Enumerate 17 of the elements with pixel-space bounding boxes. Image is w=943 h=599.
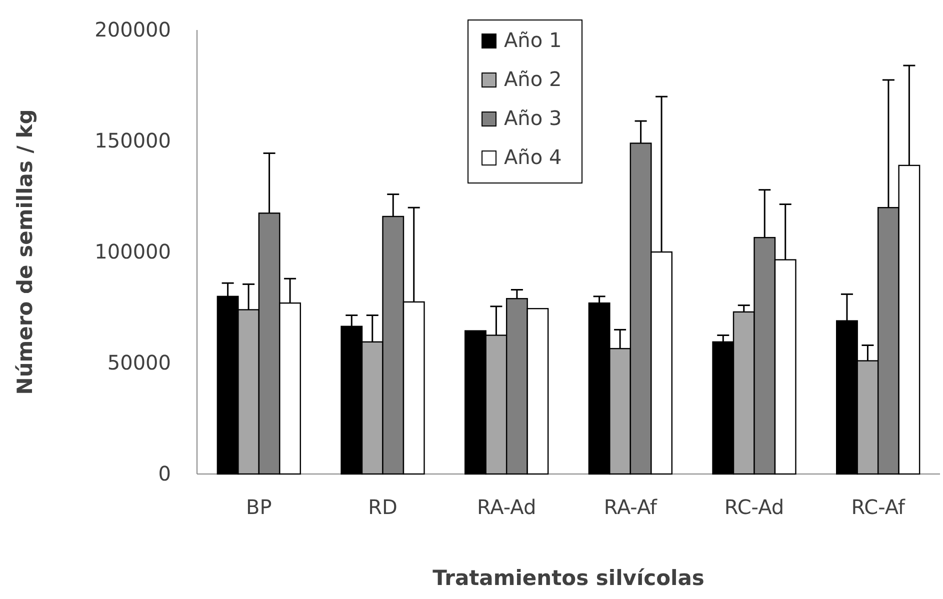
legend-label: Año 3 (504, 106, 562, 130)
y-tick-label: 50000 (107, 350, 171, 374)
x-tick-label: RC-Ad (724, 495, 784, 520)
x-tick-label: RA-Af (604, 495, 658, 520)
legend-label: Año 4 (504, 145, 562, 169)
y-tick-label: 0 (158, 461, 171, 486)
y-tick-label: 100000 (94, 239, 171, 264)
x-axis-title: Tratamientos silvícolas (432, 566, 704, 590)
y-tick-label: 200000 (94, 17, 171, 42)
x-tick-label: BP (246, 495, 272, 520)
y-axis-title: Número de semillas / kg (13, 109, 37, 395)
legend-label: Año 1 (504, 28, 562, 52)
x-tick-label: RD (368, 495, 398, 520)
x-tick-label: RA-Ad (477, 495, 536, 520)
x-tick-label: RC-Af (851, 495, 906, 520)
legend-label: Año 2 (504, 67, 562, 91)
y-tick-label: 150000 (94, 128, 171, 152)
